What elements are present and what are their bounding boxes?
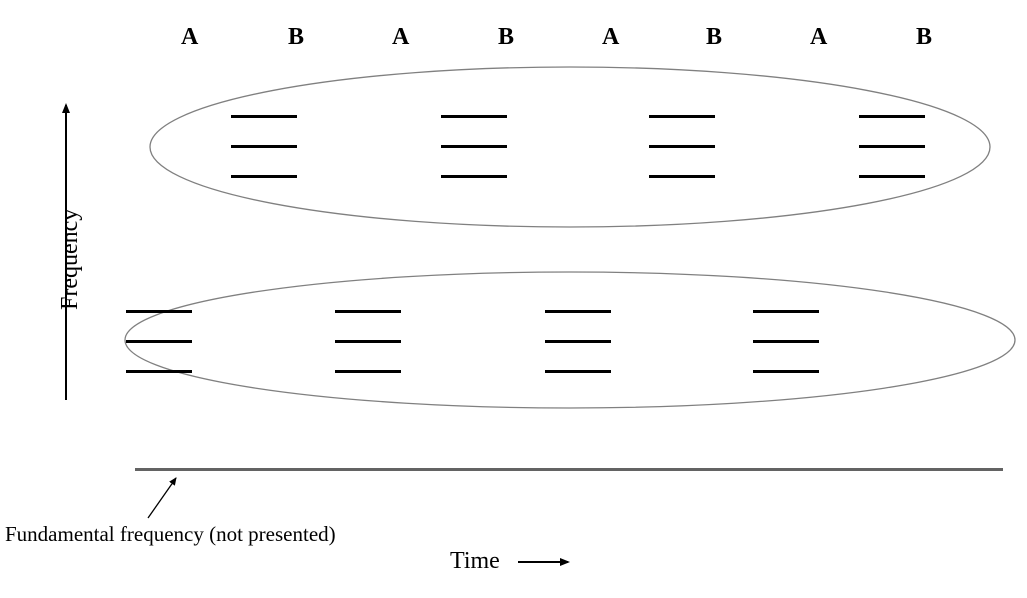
harmonic-line [545, 370, 611, 373]
harmonic-line [545, 310, 611, 313]
harmonic-line [231, 145, 297, 148]
col-label-6: B [706, 24, 722, 51]
harmonic-line [649, 145, 715, 148]
col-label-7: A [810, 24, 827, 51]
harmonic-line [335, 340, 401, 343]
harmonic-line [441, 145, 507, 148]
fundamental-frequency-line [135, 468, 1003, 471]
harmonic-line [649, 115, 715, 118]
harmonic-line [335, 370, 401, 373]
harmonic-line [441, 115, 507, 118]
harmonic-line [753, 310, 819, 313]
fundamental-frequency-annotation: Fundamental frequency (not presented) [5, 522, 336, 547]
fundamental-pointer-arrow [148, 478, 176, 518]
col-label-2: B [288, 24, 304, 51]
harmonic-line [753, 340, 819, 343]
harmonic-line [441, 175, 507, 178]
harmonic-line [231, 115, 297, 118]
frequency-axis-label: Frequency [57, 209, 84, 310]
svg-overlay [0, 0, 1027, 598]
harmonic-line [231, 175, 297, 178]
harmonic-line [753, 370, 819, 373]
col-label-3: A [392, 24, 409, 51]
harmonic-line [335, 310, 401, 313]
col-label-4: B [498, 24, 514, 51]
harmonic-line [859, 115, 925, 118]
col-label-5: A [602, 24, 619, 51]
harmonic-line [649, 175, 715, 178]
harmonic-line [126, 340, 192, 343]
harmonic-line [859, 145, 925, 148]
col-label-1: A [181, 24, 198, 51]
harmonic-line [126, 370, 192, 373]
harmonic-line [859, 175, 925, 178]
harmonic-line [545, 340, 611, 343]
col-label-8: B [916, 24, 932, 51]
harmonic-line [126, 310, 192, 313]
time-axis-label: Time [450, 548, 500, 575]
diagram-canvas: A B A B A B A B Frequency Time Fundament… [0, 0, 1027, 598]
